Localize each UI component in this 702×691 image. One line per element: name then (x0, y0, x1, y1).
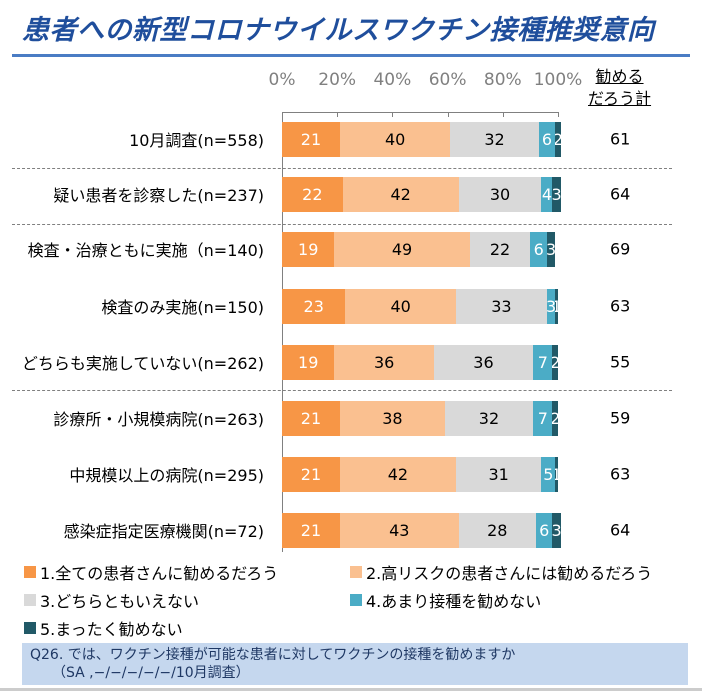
bar-segment: 28 (458, 513, 536, 548)
bottom-rule (0, 688, 702, 691)
x-tick-mark (447, 112, 449, 117)
bar-segment: 1 (555, 289, 558, 324)
bar-segment: 33 (455, 289, 547, 324)
bar-segment: 6 (535, 513, 553, 548)
legend-swatch (24, 594, 36, 606)
legend-swatch (350, 594, 362, 606)
legend-item: 4.あまり接種を勧めない (350, 588, 541, 612)
bar-segment: 7 (533, 345, 553, 380)
bar-segment: 2 (555, 122, 561, 157)
legend-item: 1.全ての患者さんに勧めるだろう (24, 560, 278, 584)
x-tick-mark (392, 112, 394, 117)
total-value: 59 (610, 408, 631, 428)
bar-segment: 40 (339, 122, 451, 157)
bar-segment: 49 (334, 232, 470, 267)
x-tick-label: 80% (483, 70, 522, 90)
bar-segment: 5 (541, 457, 556, 492)
x-tick-mark (558, 112, 559, 117)
bar-segment: 21 (282, 513, 340, 548)
category-label: 中規模以上の病院(n=295) (69, 466, 264, 485)
x-axis-line (282, 112, 558, 113)
bar-segment: 22 (282, 177, 343, 212)
category-label: 検査・治療ともに実施（n=140) (27, 241, 264, 260)
legend-swatch (24, 566, 36, 578)
note-line1: Q26. では、ワクチン接種が可能な患者に対してワクチンの接種を勧めますか (30, 647, 516, 663)
total-header-line1: 勧める (595, 67, 644, 86)
legend-label: 1.全ての患者さんに勧めるだろう (40, 564, 279, 583)
total-value: 64 (610, 184, 631, 204)
bar-segment: 32 (450, 122, 539, 157)
x-tick-label: 100% (533, 70, 583, 90)
bar-segment: 32 (444, 401, 534, 436)
bar-segment: 6 (538, 122, 556, 157)
legend-label: 5.まったく勧めない (40, 620, 183, 639)
bar-segment: 22 (469, 232, 531, 267)
bar-segment: 3 (546, 289, 556, 324)
total-value: 64 (610, 520, 631, 540)
total-value: 69 (610, 239, 631, 259)
note-line2: （SA ,−/−/−/−/−/10月調査） (52, 665, 250, 681)
bar-segment: 42 (339, 457, 456, 492)
category-label: 感染症指定医療機関(n=72) (63, 522, 264, 541)
bar-segment: 1 (555, 457, 558, 492)
bar-segment: 19 (282, 345, 335, 380)
bar-segment: 6 (530, 232, 547, 267)
group-divider (12, 168, 672, 169)
bar-segment: 3 (546, 232, 556, 267)
bar-segment: 36 (334, 345, 434, 380)
category-label: 疑い患者を診察した(n=237) (53, 186, 264, 205)
bar-segment: 4 (541, 177, 553, 212)
legend-label: 2.高リスクの患者さんには勧めるだろう (366, 564, 653, 583)
total-value: 63 (610, 296, 631, 316)
legend-label: 4.あまり接種を勧めない (366, 592, 542, 611)
bar-segment: 3 (552, 513, 561, 548)
bar-segment: 3 (552, 177, 561, 212)
x-tick-mark (337, 112, 339, 117)
bar-segment: 7 (533, 401, 553, 436)
chart-title: 患者への新型コロナウイルスワクチン接種推奨意向 (22, 15, 655, 46)
bar-segment: 36 (433, 345, 534, 380)
group-divider (12, 390, 672, 391)
bar-segment: 21 (282, 457, 340, 492)
legend-item: 3.どちらともいえない (24, 588, 199, 612)
category-label: 検査のみ実施(n=150) (101, 298, 264, 317)
total-value: 63 (610, 464, 631, 484)
x-tick-label: 60% (428, 70, 467, 90)
bar-segment: 19 (282, 232, 335, 267)
total-header: 勧める だろう計 (588, 66, 651, 110)
bar-segment: 43 (339, 513, 459, 548)
bar-segment: 38 (339, 401, 445, 436)
x-tick-label: 20% (318, 70, 357, 90)
legend-item: 5.まったく勧めない (24, 616, 183, 640)
x-tick-label: 0% (268, 70, 296, 90)
bar-segment: 2 (552, 345, 558, 380)
bar-segment: 40 (345, 289, 456, 324)
question-note: Q26. では、ワクチン接種が可能な患者に対してワクチンの接種を勧めますか （S… (22, 643, 688, 685)
bar-segment: 21 (282, 401, 340, 436)
total-value: 55 (610, 352, 631, 372)
x-tick-label: 40% (373, 70, 412, 90)
bar-segment: 30 (458, 177, 542, 212)
bar-segment: 42 (342, 177, 459, 212)
x-tick-mark (502, 112, 504, 117)
title-underline (12, 54, 690, 57)
category-label: どちらも実施していない(n=262) (21, 354, 264, 373)
total-value: 61 (610, 129, 631, 149)
bar-segment: 23 (282, 289, 346, 324)
bar-segment: 31 (455, 457, 542, 492)
legend-item: 2.高リスクの患者さんには勧めるだろう (350, 560, 652, 584)
legend-label: 3.どちらともいえない (40, 592, 199, 611)
bar-segment: 2 (552, 401, 558, 436)
category-label: 診療所・小規模病院(n=263) (53, 410, 264, 429)
total-header-line2: だろう計 (588, 89, 652, 108)
bar-segment: 21 (282, 122, 340, 157)
group-divider (12, 224, 672, 225)
legend-swatch (350, 566, 362, 578)
legend-swatch (24, 622, 36, 634)
category-label: 10月調査(n=558) (129, 131, 264, 150)
y-axis-line (282, 112, 283, 552)
